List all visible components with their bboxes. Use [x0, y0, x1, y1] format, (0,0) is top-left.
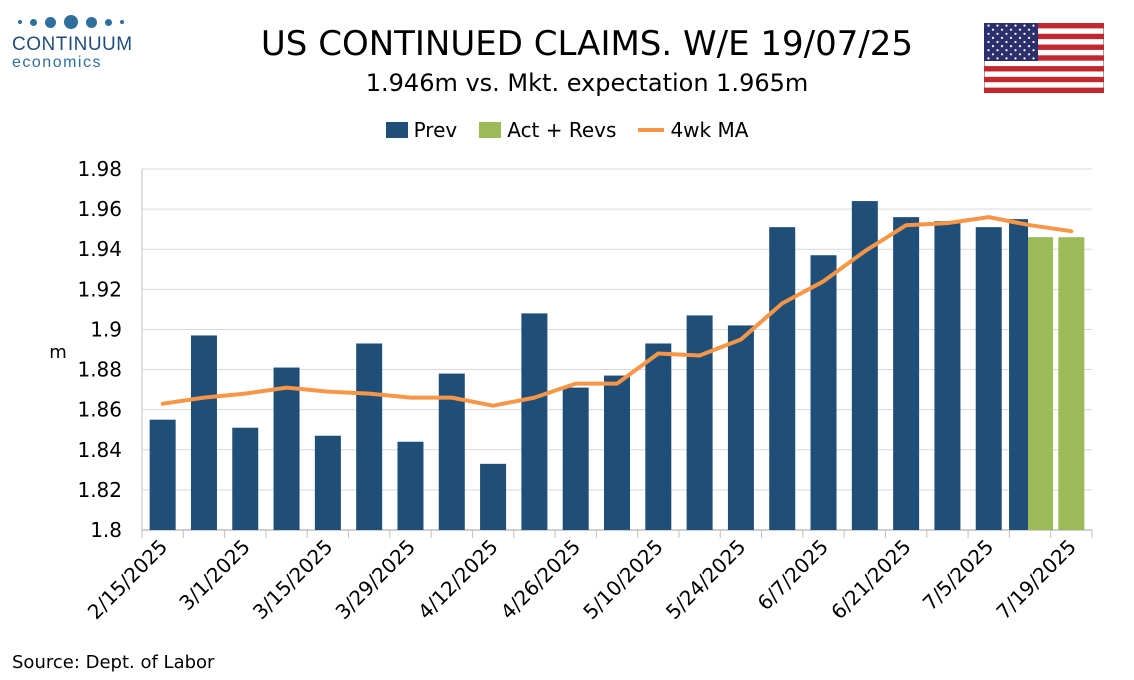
x-tick-label: 7/5/2025 — [918, 535, 998, 615]
bar-prev — [149, 419, 176, 530]
y-tick-label: 1.98 — [77, 157, 122, 181]
x-tick-label: 6/21/2025 — [826, 535, 915, 624]
chart-legend: Prev Act + Revs 4wk MA — [0, 118, 1134, 142]
legend-item-prev: Prev — [385, 118, 458, 142]
bar-prev — [480, 463, 507, 530]
y-axis-label: m — [49, 342, 67, 363]
y-tick-label: 1.92 — [77, 277, 122, 301]
y-tick-label: 1.9 — [90, 317, 122, 341]
logo-name: CONTINUUM — [12, 34, 133, 55]
legend-item-ma: 4wk MA — [638, 118, 748, 142]
bar-prev — [521, 313, 548, 530]
x-tick-label: 6/7/2025 — [753, 535, 833, 615]
y-tick-label: 1.84 — [77, 438, 122, 462]
bar-prev — [190, 335, 217, 530]
bar-prev — [727, 325, 754, 530]
bar-prev — [686, 315, 713, 530]
bar-prev — [810, 255, 837, 530]
x-tick-label: 2/15/2025 — [83, 535, 172, 624]
y-tick-label: 1.96 — [77, 197, 122, 221]
bar-prev — [562, 387, 589, 530]
x-tick-label: 3/29/2025 — [331, 535, 420, 624]
x-tick-label: 3/1/2025 — [174, 535, 254, 615]
x-tick-label: 3/15/2025 — [248, 535, 337, 624]
x-tick-label: 4/26/2025 — [496, 535, 585, 624]
x-tick-label: 5/10/2025 — [578, 535, 667, 624]
legend-swatch-prev — [385, 122, 408, 138]
bar-act — [1028, 237, 1054, 530]
ma-line — [160, 215, 1074, 408]
source-note: Source: Dept. of Labor — [12, 652, 215, 673]
bar-prev — [604, 375, 630, 530]
logo-subtitle: economics — [12, 54, 102, 71]
x-tick-label: 5/24/2025 — [661, 535, 750, 624]
chart-title: US CONTINUED CLAIMS. W/E 19/07/25 — [260, 24, 914, 64]
x-tick-label: 4/12/2025 — [413, 535, 502, 624]
continuum-logo: CONTINUUM economics — [12, 14, 142, 72]
legend-item-act: Act + Revs — [479, 118, 616, 142]
y-tick-label: 1.82 — [77, 478, 122, 502]
y-tick-label: 1.88 — [77, 358, 122, 382]
us-flag-icon — [984, 23, 1104, 93]
bar-prev — [893, 217, 920, 530]
bar-act — [1058, 237, 1085, 530]
legend-label-ma: 4wk MA — [670, 118, 749, 142]
legend-swatch-act — [479, 122, 502, 138]
y-tick-label: 1.86 — [77, 398, 122, 422]
bar-prev — [645, 343, 672, 530]
bar-prev — [934, 221, 961, 530]
bar-prev — [769, 227, 796, 530]
bar-prev — [975, 227, 1002, 530]
legend-label-prev: Prev — [413, 118, 458, 142]
bar-prev — [397, 441, 424, 530]
y-tick-label: 1.8 — [90, 518, 122, 542]
x-tick-label: 7/19/2025 — [991, 535, 1080, 624]
bar-prev — [273, 367, 300, 530]
bar-prev — [314, 435, 341, 530]
bar-prev — [1009, 219, 1029, 530]
bar-prev — [356, 343, 383, 530]
y-tick-label: 1.94 — [77, 237, 122, 261]
bar-prev — [232, 427, 259, 530]
legend-label-act: Act + Revs — [507, 118, 617, 142]
legend-swatch-ma — [638, 128, 665, 132]
logo-dots-icon — [18, 14, 142, 30]
chart-subtitle: 1.946m vs. Mkt. expectation 1.965m — [365, 69, 809, 97]
